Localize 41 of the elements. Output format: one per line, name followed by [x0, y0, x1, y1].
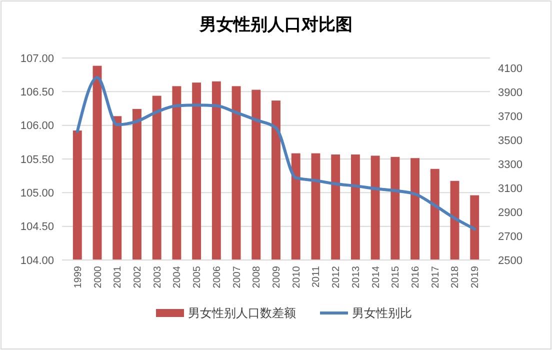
y-tick-label: 105.50: [20, 154, 54, 166]
y2-tick-label: 2900: [498, 206, 522, 219]
x-tick-label: 2012: [331, 266, 342, 288]
x-tick-label: 2016: [410, 266, 422, 288]
x-tick-label: 2009: [272, 266, 282, 288]
x-tick-label: 2003: [152, 266, 164, 288]
chart-title: 男女性别人口对比图: [198, 15, 352, 35]
x-tick-label: 2007: [232, 266, 243, 288]
legend-label: 男女性别比: [352, 306, 412, 320]
x-tick-label: 2005: [192, 266, 204, 288]
x-tick-label: 2010: [291, 266, 302, 288]
y-tick-label: 104.00: [20, 254, 54, 267]
y2-tick-label: 2500: [498, 254, 522, 267]
y-tick-label: 106.00: [20, 120, 54, 132]
x-tick-label: 2013: [350, 266, 362, 288]
legend-label: 男女性别人口数差额: [188, 306, 296, 320]
y2-tick-label: 4100: [498, 63, 522, 76]
y2-tick-label: 2700: [498, 230, 522, 243]
y2-tick-label: 3900: [498, 87, 522, 100]
y2-tick-label: 3100: [498, 182, 522, 195]
y-tick-label: 104.50: [20, 221, 54, 234]
x-tick-label: 2011: [311, 266, 322, 288]
x-tick-label: 2019: [470, 266, 482, 288]
x-tick-label: 2014: [370, 266, 382, 288]
y2-tick-label: 3500: [498, 134, 522, 147]
x-tick-label: 2015: [390, 266, 402, 288]
y-tick-label: 106.50: [20, 86, 54, 99]
x-tick-label: 1999: [72, 266, 84, 288]
x-tick-label: 2002: [132, 266, 144, 288]
x-tick-label: 2017: [430, 266, 442, 288]
y-tick-label: 105.00: [20, 188, 54, 200]
x-tick-label: 2000: [92, 266, 104, 288]
y2-tick-label: 3700: [498, 110, 522, 123]
x-tick-label: 2008: [252, 266, 263, 288]
y-tick-label: 107.00: [20, 52, 54, 65]
x-tick-label: 2006: [212, 266, 223, 288]
line-series: [76, 76, 476, 231]
x-tick-label: 2018: [450, 266, 462, 288]
x-tick-label: 2004: [172, 266, 184, 288]
y2-tick-label: 3300: [498, 158, 522, 171]
x-tick-label: 2001: [112, 266, 124, 288]
